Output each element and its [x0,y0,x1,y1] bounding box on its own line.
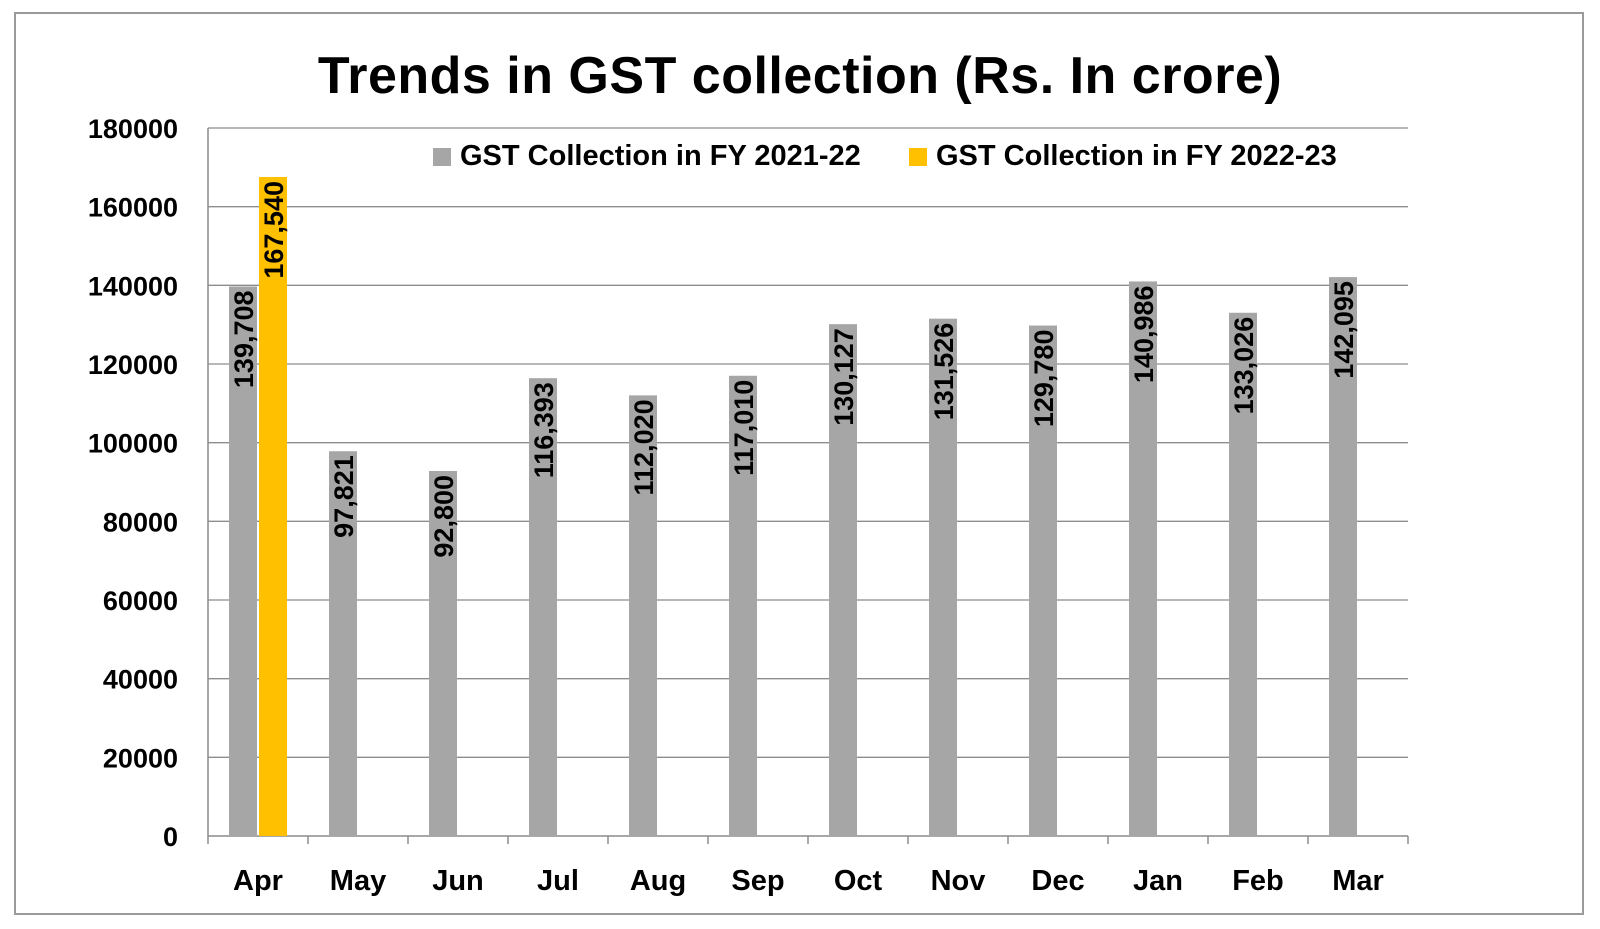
bar-fy2021-22 [929,318,957,836]
x-tick-label: Jun [432,865,484,897]
data-label-fy2021-22: 129,780 [1029,330,1059,428]
bar-fy2022-23 [259,177,287,836]
y-tick-label: 0 [163,822,178,852]
data-label-fy2021-22: 133,026 [1229,317,1259,415]
y-tick-label: 120000 [88,350,178,380]
y-tick-label: 20000 [103,743,178,773]
data-label-fy2022-23: 167,540 [259,181,289,279]
data-label-fy2021-22: 142,095 [1329,281,1359,379]
data-label-fy2021-22: 140,986 [1129,285,1159,383]
bar-fy2021-22 [629,395,657,836]
y-tick-label: 80000 [103,507,178,537]
bar-fy2021-22 [1229,312,1257,836]
bar-fy2021-22 [829,324,857,836]
data-label-fy2021-22: 97,821 [329,455,359,538]
bar-fy2021-22 [229,286,257,836]
y-tick-label: 140000 [88,271,178,301]
bar-fy2021-22 [729,375,757,836]
data-label-fy2021-22: 117,010 [729,380,759,476]
bar-fy2021-22 [1129,281,1157,836]
legend-item-fy2021-22: GST Collection in FY 2021-22 [433,140,861,173]
chart-title: Trends in GST collection (Rs. In crore) [317,47,1283,105]
x-tick-label: Jan [1133,865,1183,897]
bar-fy2021-22 [529,378,557,836]
x-tick-label: Apr [233,865,283,897]
data-label-fy2021-22: 139,708 [229,290,259,388]
legend-swatch-fy2021-22 [433,147,451,166]
x-tick-label: Mar [1332,865,1384,897]
bar-fy2021-22 [329,451,357,836]
y-tick-label: 60000 [103,586,178,616]
data-label-fy2021-22: 92,800 [429,475,459,558]
legend-swatch-fy2022-23 [909,147,927,166]
legend-label-fy2021-22: GST Collection in FY 2021-22 [460,140,861,172]
data-label-fy2021-22: 130,127 [829,328,859,426]
data-label-fy2021-22: 112,020 [629,399,659,495]
x-tick-label: Nov [931,865,986,897]
y-tick-label: 160000 [88,193,178,223]
bar-fy2021-22 [1329,277,1357,836]
x-tick-label: Sep [731,865,784,897]
x-tick-label: Feb [1232,865,1284,897]
data-label-fy2021-22: 116,393 [529,382,559,478]
data-label-fy2021-22: 131,526 [929,323,959,421]
legend-label-fy2022-23: GST Collection in FY 2022-23 [936,140,1337,172]
y-tick-label: 100000 [88,429,178,459]
bar-fy2021-22 [429,470,457,836]
y-tick-label: 180000 [88,114,178,144]
x-tick-label: Dec [1031,865,1084,897]
x-tick-label: Jul [537,865,579,897]
x-tick-label: Oct [834,865,883,897]
bar-fy2021-22 [1029,325,1057,836]
x-tick-label: Aug [630,865,686,897]
x-tick-label: May [330,865,386,897]
y-tick-label: 40000 [103,665,178,695]
legend-item-fy2022-23: GST Collection in FY 2022-23 [909,140,1337,173]
